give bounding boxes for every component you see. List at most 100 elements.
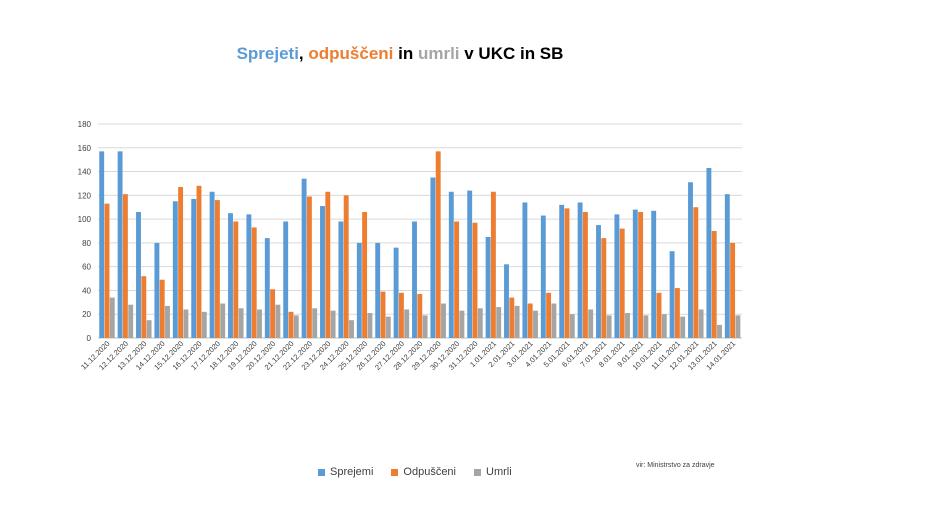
y-tick-label: 80	[82, 239, 91, 248]
bar-odpuščeni	[527, 303, 533, 338]
bar-umrli	[165, 305, 170, 338]
bar-odpuščeni	[233, 221, 239, 338]
bar-umrli	[698, 309, 704, 338]
bar-sprejemi	[301, 178, 307, 338]
bar-sprejemi	[669, 251, 675, 338]
title-odpusceni: odpuščeni	[308, 44, 394, 63]
bar-sprejemi	[264, 238, 270, 338]
bar-odpuščeni	[601, 238, 607, 338]
legend: Sprejemi Odpuščeni Umrli	[318, 466, 512, 478]
bar-sprejemi	[632, 209, 638, 338]
bar-odpuščeni	[251, 227, 257, 338]
bar-umrli	[385, 316, 391, 338]
bar-umrli	[588, 309, 594, 338]
bar-sprejemi	[320, 206, 325, 338]
legend-item-umrli: Umrli	[474, 466, 512, 478]
bar-sprejemi	[577, 202, 583, 338]
bar-sprejemi	[99, 151, 105, 338]
bar-sprejemi	[283, 221, 289, 338]
y-tick-label: 0	[87, 334, 92, 343]
bar-sprejemi	[540, 215, 546, 338]
bar-umrli	[717, 324, 722, 338]
bar-sprejemi	[724, 194, 730, 338]
bar-umrli	[551, 303, 557, 338]
bar-umrli	[312, 308, 318, 338]
bar-umrli	[680, 316, 686, 338]
bar-sprejemi	[393, 247, 399, 338]
y-tick-label: 160	[78, 144, 92, 153]
bar-odpuščeni	[490, 191, 496, 338]
bar-sprejemi	[522, 202, 528, 338]
bar-umrli	[109, 297, 115, 338]
title-separator-1: ,	[298, 44, 309, 63]
title-umrli: umrli	[417, 44, 460, 63]
bar-sprejemi	[504, 264, 509, 338]
bar-odpuščeni	[122, 194, 128, 338]
bar-umrli	[422, 315, 428, 338]
y-tick-label: 20	[82, 310, 91, 319]
bar-sprejemi	[209, 191, 215, 338]
bar-umrli	[514, 305, 520, 338]
bar-odpuščeni	[564, 208, 570, 338]
bar-umrli	[128, 304, 134, 338]
bar-umrli	[735, 315, 741, 338]
y-tick-label: 120	[78, 191, 92, 200]
bar-sprejemi	[596, 225, 601, 338]
bar-umrli	[201, 311, 207, 338]
y-tick-label: 40	[82, 286, 91, 295]
legend-label-odpusceni: Odpuščeni	[403, 466, 456, 478]
bar-odpuščeni	[306, 196, 312, 338]
bar-odpuščeni	[104, 203, 110, 338]
bar-sprejemi	[688, 182, 693, 338]
bar-odpuščeni	[711, 231, 717, 338]
bar-odpuščeni	[674, 288, 680, 338]
y-tick-label: 60	[82, 263, 91, 272]
title-separator-2: in	[393, 44, 418, 63]
bar-sprejemi	[559, 204, 565, 338]
bar-odpuščeni	[546, 292, 552, 338]
bar-odpuščeni	[178, 187, 184, 338]
bar-odpuščeni	[380, 291, 386, 338]
bar-sprejemi	[191, 198, 197, 338]
bar-umrli	[275, 304, 281, 338]
bar-sprejemi	[706, 167, 712, 338]
bar-umrli	[404, 309, 410, 338]
bar-odpuščeni	[730, 242, 736, 338]
bar-odpuščeni	[343, 195, 349, 338]
bar-odpuščeni	[693, 207, 699, 338]
bar-odpuščeni	[398, 292, 404, 338]
source-note: vir: Ministrstvo za zdravje	[636, 462, 715, 469]
bar-umrli	[349, 320, 354, 338]
bar-umrli	[625, 313, 630, 338]
legend-swatch-odpusceni	[391, 468, 399, 476]
bar-umrli	[183, 309, 189, 338]
bar-odpuščeni	[288, 311, 294, 338]
bar-odpuščeni	[159, 279, 165, 338]
legend-item-sprejemi: Sprejemi	[318, 466, 373, 478]
legend-item-odpusceni: Odpuščeni	[391, 466, 456, 478]
bar-odpuščeni	[619, 228, 625, 338]
bar-umrli	[661, 314, 667, 338]
bar-odpuščeni	[196, 185, 202, 338]
legend-swatch-umrli	[474, 468, 481, 476]
bar-umrli	[330, 310, 336, 338]
bar-sprejemi	[614, 214, 620, 338]
bar-odpuščeni	[638, 211, 644, 338]
bar-sprejemi	[467, 190, 473, 338]
y-tick-label: 180	[78, 120, 92, 129]
bar-sprejemi	[375, 242, 381, 338]
bar-sprejemi	[154, 242, 160, 338]
bar-umrli	[569, 314, 575, 338]
legend-label-sprejemi: Sprejemi	[330, 466, 374, 478]
bar-umrli	[367, 313, 373, 338]
bar-odpuščeni	[472, 222, 478, 338]
bar-umrli	[257, 309, 262, 338]
y-tick-label: 100	[78, 215, 92, 224]
bar-odpuščeni	[214, 200, 220, 338]
bar-umrli	[146, 320, 152, 338]
bar-odpuščeni	[141, 276, 147, 338]
bar-umrli	[238, 308, 244, 338]
bar-odpuščeni	[454, 221, 460, 338]
bar-umrli	[533, 310, 538, 338]
